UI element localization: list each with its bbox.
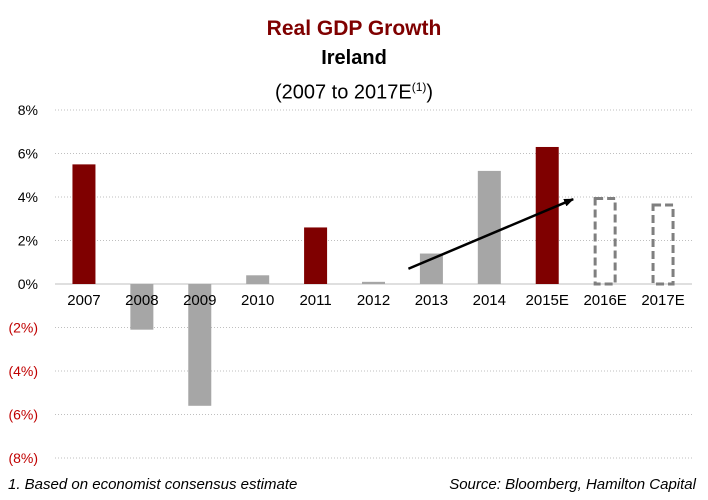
bar-2010 (246, 275, 270, 284)
y-tick-label: 6% (18, 146, 38, 162)
x-tick-label: 2011 (299, 292, 331, 309)
chart-subtitle: Ireland (321, 47, 387, 69)
bar-2014 (477, 170, 501, 284)
x-tick-label: 2008 (125, 292, 158, 309)
x-tick-label: 2007 (67, 292, 100, 309)
y-tick-label: 4% (18, 189, 38, 205)
x-tick-label: 2012 (357, 292, 390, 309)
bars (72, 146, 675, 406)
footnote: 1. Based on economist consensus estimate (8, 476, 298, 493)
bar-2012 (362, 281, 385, 284)
bar-2008 (130, 284, 154, 330)
x-axis-labels: 2007 2008 2009 2010 2011 2012 2013 2014 2015E 201… (67, 292, 684, 309)
y-tick-label: 8% (18, 102, 38, 118)
bar-2011 (304, 227, 328, 284)
bar-2007 (72, 164, 96, 284)
footnote-marker: (1) (411, 80, 427, 94)
y-tick-label: (4%) (8, 363, 38, 379)
trend-arrow (407, 198, 575, 270)
bar-2015E (535, 146, 559, 284)
x-tick-label: 2015E (526, 292, 569, 309)
source-note: Source: Bloomberg, Hamilton Capital (449, 476, 696, 493)
chart-title-block: Real GDP Growth Ireland (2007 to 2017E(1… (0, 14, 708, 108)
y-tick-label: 2% (18, 233, 38, 249)
y-tick-label: (8%) (8, 450, 38, 466)
y-tick-label: 0% (18, 276, 38, 292)
x-tick-label: 2017E (641, 292, 684, 309)
y-tick-label: (2%) (8, 320, 38, 336)
x-tick-label: 2013 (415, 292, 448, 309)
date-range-text: (2007 to 2017E (274, 81, 412, 104)
x-tick-label: 2009 (183, 292, 216, 309)
y-tick-label: (6%) (8, 407, 38, 423)
x-tick-label: 2016E (583, 292, 626, 309)
x-tick-label: 2010 (241, 292, 274, 309)
chart-date-range: (2007 to 2017E(1)) (0, 72, 708, 108)
bar-2016E (593, 197, 617, 286)
bar-2009 (188, 284, 212, 406)
x-tick-label: 2014 (473, 292, 506, 309)
date-range-close: ) (426, 81, 434, 104)
chart-title: Real GDP Growth (266, 17, 442, 40)
bar-2017E (651, 203, 675, 286)
y-axis-labels: 8% 6% 4% 2% 0% (2%) (4%) (6%) (8%) (8, 102, 38, 466)
